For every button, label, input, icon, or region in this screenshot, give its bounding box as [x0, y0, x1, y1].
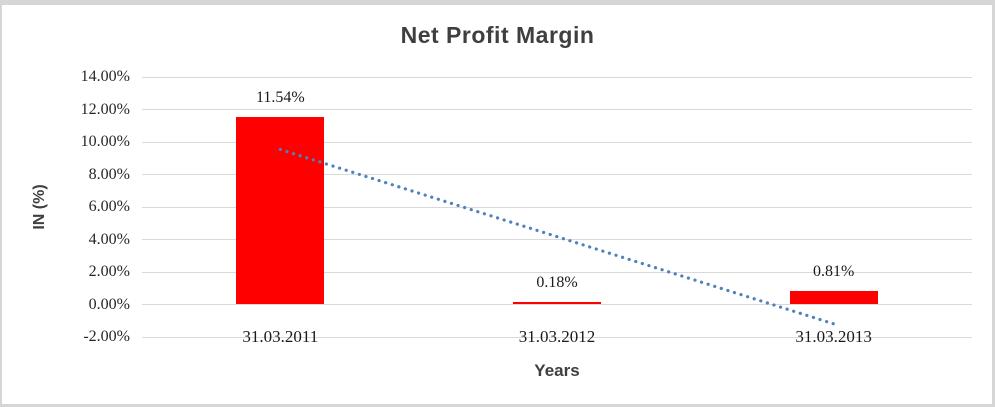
gridline: [142, 206, 972, 208]
y-tick-label: 0.00%: [88, 295, 130, 313]
plot-area: 11.54% 0.18% 0.81%: [142, 76, 972, 338]
bar-31.03.2013: [789, 291, 878, 305]
gridline: [142, 174, 972, 175]
gridline: [142, 336, 972, 338]
y-tick-label: 14.00%: [80, 68, 130, 85]
y-tick-label: 10.00%: [80, 133, 130, 150]
data-label: 0.81%: [812, 263, 855, 281]
x-tick-label: 31.03.2011: [242, 327, 319, 346]
y-tick-label: 4.00%: [88, 230, 130, 248]
y-tick-label: 2.00%: [88, 263, 130, 280]
y-tick-label: 6.00%: [88, 198, 130, 215]
y-tick-label: 8.00%: [88, 165, 130, 183]
bar-31.03.2012: [513, 301, 601, 305]
data-label: 11.54%: [255, 88, 305, 106]
x-axis-title: Years: [534, 361, 580, 380]
trendline: [278, 147, 836, 326]
data-label: 0.18%: [536, 273, 578, 291]
gridline: [142, 271, 972, 273]
chart-title: Net Profit Margin: [400, 22, 595, 48]
gridline: [142, 304, 972, 305]
gridline: [142, 239, 972, 240]
x-tick-label: 31.03.2013: [795, 327, 872, 346]
y-tick-label: 12.00%: [80, 100, 130, 118]
x-tick-label: 31.03.2012: [518, 327, 596, 346]
gridline: [142, 141, 972, 143]
gridline: [142, 109, 972, 110]
y-tick-label: -2.00%: [83, 328, 130, 345]
gridline: [142, 76, 972, 78]
